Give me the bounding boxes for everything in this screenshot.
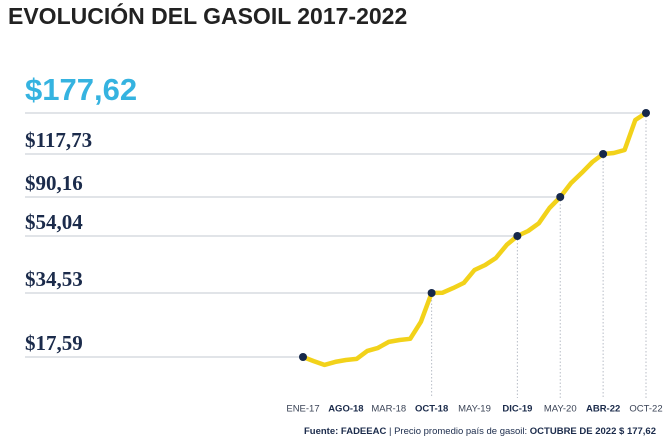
x-tick-label: OCT-22 (629, 404, 662, 415)
y-tick-label: $90,16 (25, 171, 83, 195)
y-tick-label: $117,73 (25, 128, 92, 152)
x-tick-label: ENE-17 (286, 404, 319, 415)
source: Fuente: FADEEAC | Precio promedio país d… (304, 426, 656, 437)
marker (556, 193, 565, 201)
y-tick-label: $177,62 (25, 72, 137, 107)
y-tick-label: $34,53 (25, 267, 83, 291)
marker (642, 109, 650, 117)
source-text: | Precio promedio país de gasoil: (389, 426, 527, 437)
source-highlight: OCTUBRE DE 2022 $ 177,62 (530, 426, 656, 437)
marker (513, 232, 522, 240)
y-tick-label: $17,59 (25, 331, 83, 355)
x-tick-label: ABR-22 (586, 404, 620, 415)
marker (299, 353, 307, 361)
marker (599, 150, 608, 158)
x-tick-label: MAY-20 (544, 404, 577, 415)
x-tick-label: OCT-18 (415, 404, 448, 415)
chart-title: EVOLUCIÓN DEL GASOIL 2017-2022 (8, 2, 407, 29)
x-tick-label: MAR-18 (371, 404, 406, 415)
source-label: Fuente: FADEEAC (304, 426, 386, 437)
y-tick-label: $54,04 (25, 210, 83, 234)
line (300, 110, 649, 368)
x-tick-label: MAY-19 (458, 404, 491, 415)
x-tick-label: DIC-19 (502, 404, 532, 415)
x-tick-label: AGO-18 (328, 404, 363, 415)
marker (427, 289, 436, 297)
